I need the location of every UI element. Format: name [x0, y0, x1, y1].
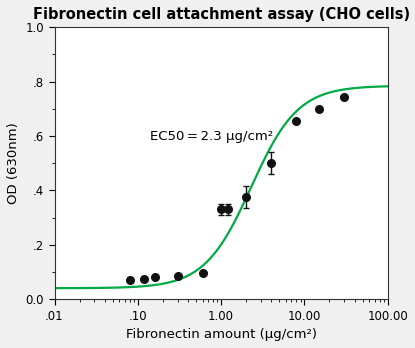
- Text: EC50 = 2.3 μg/cm²: EC50 = 2.3 μg/cm²: [150, 129, 273, 142]
- X-axis label: Fibronectin amount (μg/cm²): Fibronectin amount (μg/cm²): [126, 328, 317, 341]
- Title: Fibronectin cell attachment assay (CHO cells): Fibronectin cell attachment assay (CHO c…: [32, 7, 410, 22]
- Y-axis label: OD (630nm): OD (630nm): [7, 122, 20, 204]
